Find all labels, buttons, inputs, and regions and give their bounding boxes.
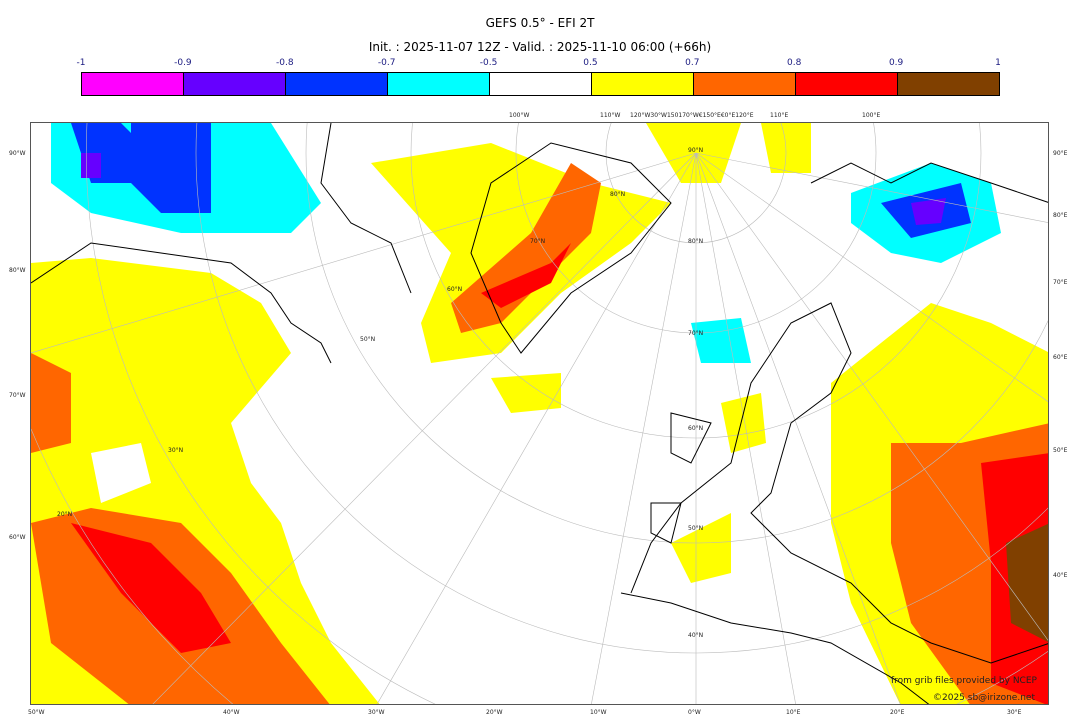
map-subtitle: Init. : 2025-11-07 12Z - Valid. : 2025-1… bbox=[368, 40, 712, 54]
coordinate-label: 70°W bbox=[9, 392, 26, 399]
efi-yellow-norway bbox=[671, 393, 766, 583]
coordinate-label: 10°E bbox=[786, 709, 801, 716]
coordinate-label: 90°W bbox=[9, 150, 26, 157]
coordinate-label: 110°E bbox=[770, 112, 789, 119]
colorbar-swatch bbox=[388, 73, 490, 95]
colorbar-swatch bbox=[796, 73, 898, 95]
coordinate-label: 80°N bbox=[610, 191, 626, 198]
efi-map bbox=[31, 123, 1048, 704]
coordinate-label: 40°E bbox=[1053, 572, 1068, 579]
colorbar-tick: -1 bbox=[76, 58, 86, 68]
coordinate-label: 80°E bbox=[1053, 212, 1068, 219]
colorbar-swatch bbox=[592, 73, 694, 95]
colorbar-swatch bbox=[694, 73, 796, 95]
colorbar-swatch bbox=[82, 73, 184, 95]
coordinate-label: 70°N bbox=[530, 238, 546, 245]
colorbar-swatch bbox=[490, 73, 592, 95]
coordinate-label: 30°E bbox=[1007, 709, 1022, 716]
coordinate-label: 20°W bbox=[486, 709, 503, 716]
coordinate-label: 0°W bbox=[688, 709, 701, 716]
coordinate-label: 20°N bbox=[57, 511, 73, 518]
coastlines bbox=[31, 123, 1048, 704]
graticule bbox=[31, 123, 1048, 704]
coordinate-label: 100°E bbox=[862, 112, 881, 119]
coordinate-label: 30°W bbox=[368, 709, 385, 716]
colorbar-swatch bbox=[898, 73, 999, 95]
map-title: GEFS 0.5° - EFI 2T bbox=[485, 16, 595, 30]
coordinate-label: 80°W bbox=[9, 267, 26, 274]
efi-shading bbox=[31, 123, 1048, 704]
coordinate-label: 80°N bbox=[688, 238, 704, 245]
colorbar-tick: -0.9 bbox=[174, 58, 192, 68]
efi-violet-canada bbox=[81, 153, 101, 178]
efi-yellow-iceland bbox=[491, 373, 561, 413]
efi-orange-west bbox=[31, 353, 71, 453]
credit-copyright: ©2025 sb@irizone.net bbox=[933, 693, 1035, 703]
colorbar-tick: 0.8 bbox=[787, 58, 802, 68]
coordinate-label: 50°N bbox=[688, 525, 704, 532]
colorbar-tick: 0.9 bbox=[888, 58, 904, 68]
coordinate-label: 100°W bbox=[509, 112, 530, 119]
colorbar-tick: -0.5 bbox=[479, 58, 498, 68]
coordinate-label: 60°W bbox=[9, 534, 26, 541]
coordinate-label: 40°W bbox=[223, 709, 240, 716]
efi-white-gap bbox=[91, 443, 151, 503]
coordinate-label: 50°E bbox=[1053, 447, 1068, 454]
colorbar bbox=[81, 72, 1000, 96]
colorbar-tick: 0.7 bbox=[685, 58, 700, 68]
coordinate-label: 30°N bbox=[168, 447, 184, 454]
efi-red-atlantic bbox=[71, 523, 231, 653]
colorbar-swatch bbox=[286, 73, 388, 95]
efi-blue-canada bbox=[71, 123, 211, 213]
coordinate-label: 10°W bbox=[590, 709, 607, 716]
colorbar-tick: 1 bbox=[995, 58, 1001, 68]
colorbar-tick: -0.8 bbox=[275, 58, 294, 68]
coordinate-label: 60°N bbox=[447, 286, 463, 293]
coordinate-label: 50°N bbox=[360, 336, 376, 343]
efi-brown-europe bbox=[1006, 523, 1048, 642]
efi-violet-siberia bbox=[911, 198, 946, 225]
coordinate-label: 60°E bbox=[1053, 354, 1068, 361]
coordinate-label: 40°N bbox=[688, 632, 704, 639]
coordinate-label: 110°W bbox=[600, 112, 621, 119]
credit-source: from grib files provided by NCEP bbox=[891, 676, 1037, 686]
colorbar-tick: 0.5 bbox=[583, 58, 598, 68]
coordinate-label: 120°W30°W150170°W€150°E€0°E120°E bbox=[630, 112, 754, 119]
coordinate-label: 70°E bbox=[1053, 279, 1068, 286]
map-panel bbox=[30, 122, 1049, 705]
colorbar-swatch bbox=[184, 73, 286, 95]
efi-red-greenland bbox=[481, 243, 571, 308]
coordinate-label: 20°E bbox=[890, 709, 905, 716]
coordinate-label: 60°N bbox=[688, 425, 704, 432]
coordinate-label: 50°W bbox=[28, 709, 45, 716]
coordinate-label: 70°N bbox=[688, 330, 704, 337]
coordinate-label: 90°E bbox=[1053, 150, 1068, 157]
colorbar-tick: -0.7 bbox=[377, 58, 396, 68]
coordinate-label: 90°N bbox=[688, 147, 704, 154]
efi-cyan-norway bbox=[691, 318, 751, 363]
